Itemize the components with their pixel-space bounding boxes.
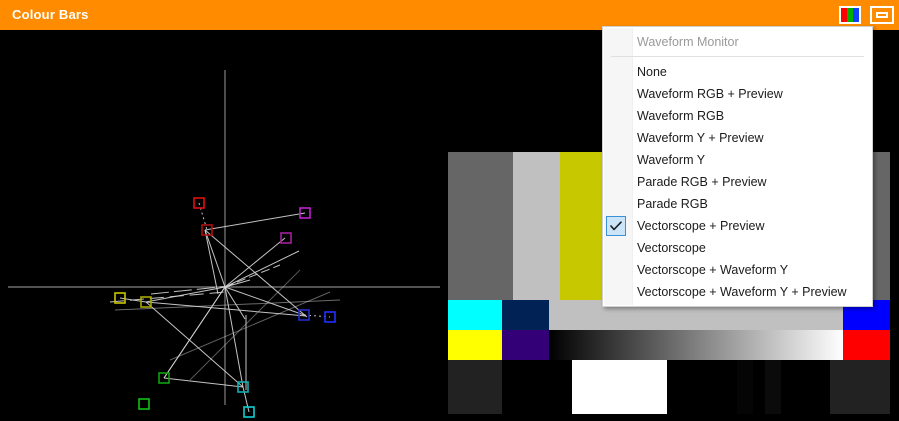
colour-bar-black-15b <box>830 360 890 414</box>
vectorscope-target-cyan-inner <box>237 381 249 393</box>
colour-bars-row-3 <box>448 330 890 360</box>
menu-item-label: Vectorscope <box>637 241 706 255</box>
colour-bar-gray-40 <box>448 152 513 300</box>
colour-bar-yellow-75 <box>560 152 607 300</box>
menu-check-gutter <box>604 28 633 305</box>
menu-item-label: Parade RGB <box>637 197 708 211</box>
vectorscope-graticule <box>8 70 440 418</box>
menu-item-label: Vectorscope + Waveform Y <box>637 263 789 277</box>
colour-bar-pluge-plus <box>765 360 781 414</box>
menu-item-none[interactable]: None <box>603 61 872 83</box>
menu-item-waveform-y[interactable]: Waveform Y <box>603 149 872 171</box>
cb-stripe-green <box>847 8 853 22</box>
vectorscope-trace <box>109 202 341 413</box>
menu-separator <box>611 56 864 57</box>
colour-bar-black-0d <box>781 360 830 414</box>
vectorscope-target-magenta-outer <box>299 207 311 219</box>
colour-bars-icon-glyph <box>839 6 861 24</box>
menu-item-label: Waveform Y <box>637 153 706 167</box>
colour-bars-icon[interactable] <box>837 4 863 26</box>
colour-bar-black-0a <box>502 360 572 414</box>
menu-header: Waveform Monitor <box>637 35 739 49</box>
vectorscope-targets <box>114 197 336 418</box>
menu-item-parade-rgb-preview[interactable]: Parade RGB + Preview <box>603 171 872 193</box>
vectorscope-target-cyan-outer <box>243 406 255 418</box>
menu-item-waveform-y-preview[interactable]: Waveform Y + Preview <box>603 127 872 149</box>
colour-bar-grayscale-ramp <box>549 330 843 360</box>
window-layout-inner <box>876 12 888 18</box>
cb-stripe-blue <box>853 8 859 22</box>
colour-bar-white-100 <box>572 360 667 414</box>
colour-bar-navy <box>502 300 549 330</box>
menu-item-waveform-rgb-preview[interactable]: Waveform RGB + Preview <box>603 83 872 105</box>
vectorscope-target-red-outer <box>193 197 205 209</box>
menu-item-parade-rgb[interactable]: Parade RGB <box>603 193 872 215</box>
menu-item-vectorscope-waveform-y-preview[interactable]: Vectorscope + Waveform Y + Preview <box>603 281 872 303</box>
colour-bar-red-100 <box>843 330 890 360</box>
vectorscope-target-green-inner <box>158 372 170 384</box>
menu-item-label: Parade RGB + Preview <box>637 175 767 189</box>
menu-item-waveform-rgb[interactable]: Waveform RGB <box>603 105 872 127</box>
colour-bar-black-15 <box>448 360 502 414</box>
vectorscope-target-magenta-inner <box>280 232 292 244</box>
colour-bars-row-4 <box>448 360 890 414</box>
menu-item-label: None <box>637 65 667 79</box>
check-icon <box>606 216 626 236</box>
colour-bar-gray-75 <box>513 152 560 300</box>
window-titlebar: Colour Bars <box>0 0 899 30</box>
cb-stripe-red <box>841 8 847 22</box>
colour-bar-yellow-100 <box>448 330 502 360</box>
menu-item-vectorscope[interactable]: Vectorscope <box>603 237 872 259</box>
window-layout-icon[interactable] <box>869 4 895 26</box>
waveform-monitor-menu[interactable]: Waveform Monitor None Waveform RGB + Prev… <box>602 26 873 307</box>
vectorscope-panel[interactable] <box>0 30 448 421</box>
menu-item-label: Waveform RGB + Preview <box>637 87 783 101</box>
colour-bar-black-0c <box>753 360 765 414</box>
colour-bar-black-0b <box>667 360 737 414</box>
colour-bar-cyan-100 <box>448 300 502 330</box>
vectorscope-target-blue-outer <box>324 311 336 323</box>
vectorscope-target-yellow-outer <box>114 292 126 304</box>
menu-item-label: Vectorscope + Waveform Y + Preview <box>637 285 847 299</box>
menu-item-label: Waveform RGB <box>637 109 725 123</box>
colour-bar-violet <box>502 330 549 360</box>
menu-item-vectorscope-preview[interactable]: Vectorscope + Preview <box>603 215 872 237</box>
vectorscope-target-blue-inner <box>298 309 310 321</box>
menu-item-list: None Waveform RGB + Preview Waveform RGB Wa… <box>603 61 872 303</box>
menu-item-label: Vectorscope + Preview <box>637 219 765 233</box>
menu-item-vectorscope-waveform-y[interactable]: Vectorscope + Waveform Y <box>603 259 872 281</box>
menu-item-label: Waveform Y + Preview <box>637 131 764 145</box>
vectorscope-target-yellow-inner <box>140 296 152 308</box>
window-title: Colour Bars <box>12 7 89 22</box>
vectorscope-target-green-outer <box>138 398 150 410</box>
titlebar-actions <box>837 0 895 30</box>
colour-bar-pluge-minus <box>737 360 753 414</box>
vectorscope-target-red-inner <box>201 224 213 236</box>
window-layout-icon-glyph <box>870 6 894 24</box>
